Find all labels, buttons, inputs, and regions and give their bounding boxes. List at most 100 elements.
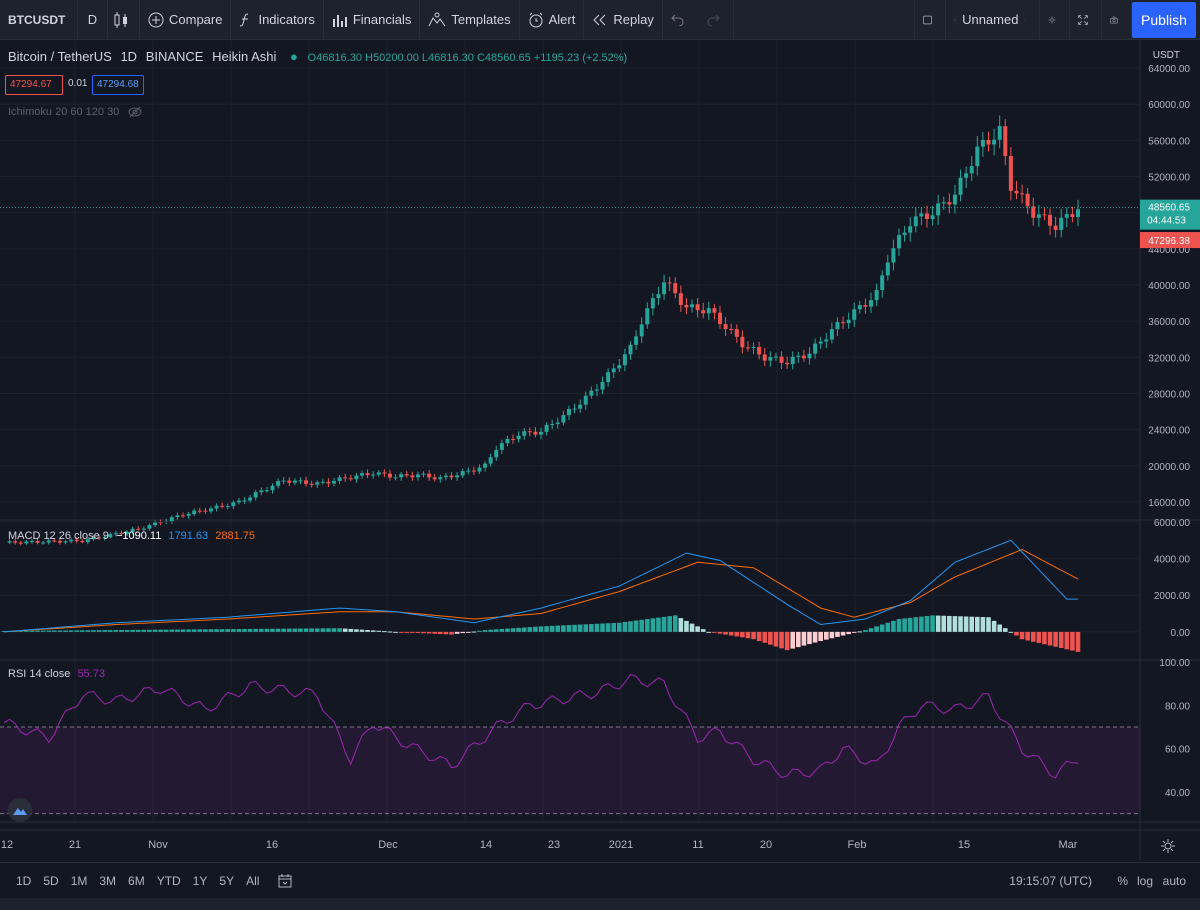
range-button-all[interactable]: All (246, 873, 260, 888)
replay-button[interactable]: Replay (584, 0, 663, 40)
fullscreen-select-button[interactable] (914, 0, 946, 40)
macd-legend: MACD 12 26 close 9 −1090.11 1791.63 2881… (8, 530, 255, 542)
macd-histogram-bar (231, 629, 236, 632)
candle-body (522, 431, 527, 436)
chart-canvas[interactable]: 16000.00 20000.00 24000.00 28000.00 32000.00… (0, 40, 1200, 860)
range-button-5y[interactable]: 5Y (219, 873, 235, 888)
candle-body (885, 262, 890, 276)
range-button-6m[interactable]: 6M (128, 873, 145, 888)
macd-histogram-bar (449, 631, 454, 635)
candle-body (432, 477, 437, 480)
candle-body (969, 166, 974, 174)
macd-histogram-bar (885, 622, 891, 632)
symbol-search[interactable]: BTCUSDT (0, 0, 78, 40)
eye-crossed-icon[interactable] (128, 106, 142, 118)
chart-type-button[interactable] (108, 0, 140, 40)
candle-body (1025, 193, 1030, 207)
time-tick: 15 (958, 839, 970, 851)
time-tick: 14 (480, 839, 492, 851)
legend-ohlc: O46816.30 H50200.00 L46816.30 C48560.65 … (307, 52, 628, 64)
candle-body (622, 354, 627, 366)
undo-button[interactable] (663, 0, 698, 40)
buy-price-button[interactable]: 47294.68 (92, 75, 144, 95)
sell-price-button[interactable]: 47294.67 (5, 75, 63, 95)
snapshot-button[interactable] (1102, 0, 1132, 40)
templates-button[interactable]: Templates (420, 0, 520, 40)
candle-body (1031, 206, 1036, 218)
macd-histogram-bar (203, 629, 208, 632)
macd-histogram-bar (572, 624, 577, 632)
layout-name: Unnamed (962, 12, 1019, 27)
tradingview-logo[interactable] (8, 798, 32, 822)
compare-label: Compare (169, 12, 223, 27)
time-tick: Nov (148, 839, 168, 851)
macd-histogram-bar (1002, 628, 1008, 632)
candle-body (253, 492, 258, 498)
alert-button[interactable]: Alert (520, 0, 585, 40)
log-scale-toggle[interactable]: log (1136, 873, 1153, 888)
fullscreen-button[interactable] (1070, 0, 1102, 40)
financials-button[interactable]: Financials (324, 0, 421, 40)
macd-histogram-bar (493, 629, 499, 632)
candle-body (455, 475, 460, 478)
candle-body (192, 510, 197, 515)
auto-scale-toggle[interactable]: auto (1162, 873, 1186, 888)
time-tick: 23 (548, 839, 560, 851)
candle-body (511, 438, 516, 440)
macd-histogram-bar (812, 631, 818, 643)
candle-body (913, 216, 918, 227)
range-button-3m[interactable]: 3M (99, 873, 117, 888)
rsi-label: RSI 14 close (8, 668, 71, 680)
candle-body (214, 505, 219, 509)
macd-histogram-bar (644, 619, 650, 632)
indicators-button[interactable]: Indicators (231, 0, 324, 40)
candle-body (1053, 225, 1058, 231)
range-button-1m[interactable]: 1M (70, 873, 88, 888)
candle-body (13, 541, 18, 543)
interval-label: D (87, 12, 98, 27)
macd-histogram-bar (197, 629, 203, 632)
macd-histogram-bar (566, 625, 572, 632)
range-button-5d[interactable]: 5D (43, 873, 59, 888)
interval-selector[interactable]: D (78, 0, 108, 40)
legend-interval: 1D (120, 49, 138, 64)
macd-histogram-bar (1070, 631, 1075, 651)
macd-histogram-bar (471, 631, 477, 633)
candle-body (399, 474, 404, 478)
range-button-ytd[interactable]: YTD (156, 873, 181, 888)
macd-histogram-bar (963, 616, 969, 632)
timezone-clock[interactable]: 19:15:07 (UTC) (1009, 873, 1092, 888)
macd-histogram-bar (102, 630, 107, 632)
candle-body (348, 478, 353, 480)
macd-tick: 0.00 (1171, 628, 1191, 639)
macd-histogram-bar (600, 623, 605, 632)
candle-body (1014, 190, 1019, 194)
macd-histogram-bar (594, 623, 600, 632)
range-button-1y[interactable]: 1Y (192, 873, 208, 888)
bar-countdown-label: 04:44:53 (1147, 216, 1186, 227)
macd-histogram-bar (124, 629, 130, 632)
percent-scale-toggle[interactable]: % (1117, 873, 1128, 888)
range-button-1d[interactable]: 1D (16, 873, 32, 888)
compare-button[interactable]: Compare (140, 0, 232, 40)
macd-histogram-bar (398, 631, 404, 633)
macd-histogram-bar (952, 616, 958, 632)
macd-histogram-bar (264, 628, 270, 632)
go-to-date-icon[interactable] (277, 873, 293, 889)
macd-histogram-bar (796, 631, 801, 648)
rsi-value: 55.73 (77, 668, 105, 680)
candle-body (119, 533, 124, 535)
candle-body (729, 329, 734, 331)
layout-menu-button[interactable]: Unnamed (946, 0, 1040, 40)
redo-button[interactable] (698, 0, 734, 40)
axis-settings-icon[interactable] (1161, 839, 1175, 853)
ichimoku-legend[interactable]: Ichimoku 20 60 120 30 (8, 106, 142, 118)
publish-button[interactable]: Publish (1132, 2, 1196, 38)
macd-histogram-bar (275, 628, 281, 632)
settings-button[interactable] (1040, 0, 1070, 40)
candle-body (438, 477, 443, 480)
macd-histogram-bar (751, 631, 756, 640)
macd-histogram-bar (762, 631, 768, 643)
chart-pane[interactable]: 16000.00 20000.00 24000.00 28000.00 32000.00… (0, 40, 1200, 860)
macd-histogram-bar (186, 629, 191, 632)
